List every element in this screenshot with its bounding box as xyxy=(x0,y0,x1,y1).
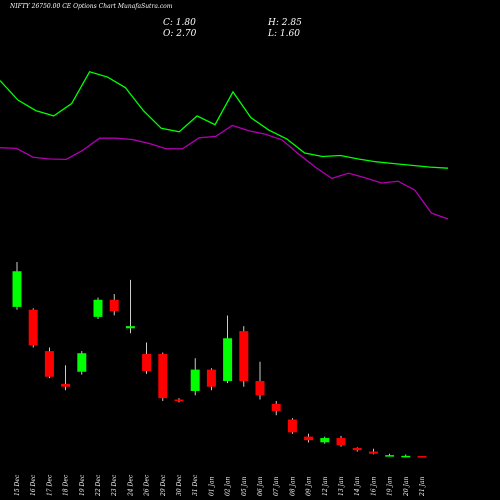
candle xyxy=(44,347,54,379)
candle-body-down xyxy=(28,309,38,346)
candle-body-down xyxy=(336,438,346,446)
candle xyxy=(271,400,281,416)
candle-layer xyxy=(12,262,427,458)
candle xyxy=(239,326,249,387)
x-tick-label: 19 Jan xyxy=(387,476,394,496)
x-tick-label: 05 Jan xyxy=(241,476,248,496)
ma-slow-line xyxy=(0,124,449,220)
candle xyxy=(336,435,346,447)
x-tick-label: 30 Dec xyxy=(176,474,183,496)
candle-body-down xyxy=(255,381,265,396)
candle-body-down xyxy=(44,351,54,377)
candle-body-down xyxy=(206,369,216,387)
open-readout: O: 2.70 xyxy=(163,29,197,39)
candle-body-down xyxy=(142,353,152,372)
candle-body-up xyxy=(190,369,200,392)
ma-fast-line xyxy=(0,70,449,169)
moving-average-layer xyxy=(0,70,449,220)
candle xyxy=(28,308,38,348)
candle-body-down xyxy=(174,399,184,402)
candle-body-down xyxy=(287,419,297,433)
x-tick-label: 07 Jan xyxy=(273,476,280,496)
candle-body-up xyxy=(223,338,233,382)
candle xyxy=(287,418,297,434)
candle-body-down xyxy=(417,456,427,458)
candle-body-up xyxy=(125,326,135,329)
x-tick-label: 22 Dec xyxy=(95,474,102,497)
candle xyxy=(77,351,87,375)
candle xyxy=(109,294,119,316)
candle-body-up xyxy=(401,455,411,458)
low-readout: L: 1.60 xyxy=(267,29,300,39)
candle-body-down xyxy=(352,448,362,451)
ohlc-readout: C: 1.80 H: 2.85 O: 2.70 L: 1.60 xyxy=(163,18,302,39)
x-tick-label: 02 Jan xyxy=(225,476,232,496)
candle xyxy=(174,398,184,403)
candle-body-up xyxy=(320,438,330,443)
candle xyxy=(93,297,103,320)
x-tick-label: 12 Jan xyxy=(322,476,329,496)
candle-body-up xyxy=(12,271,22,307)
high-readout: H: 2.85 xyxy=(267,18,302,28)
x-tick-label: 26 Dec xyxy=(144,474,151,497)
candle-body-down xyxy=(239,331,249,382)
candle xyxy=(223,315,233,384)
x-tick-label: 19 Dec xyxy=(79,474,86,496)
candle xyxy=(206,368,216,391)
candle-body-up xyxy=(77,353,87,372)
x-axis-ticks: 15 Dec 16 Dec 17 Dec 18 Dec 19 Dec 22 Dec 23 D… xyxy=(14,474,426,497)
candle xyxy=(385,453,395,457)
candle xyxy=(352,447,362,452)
candle xyxy=(417,455,427,458)
chart-title: NIFTY 26750.00 CE Options Chart MunafaSu… xyxy=(9,3,173,10)
candle xyxy=(61,365,71,391)
x-tick-label: 23 Dec xyxy=(111,474,118,497)
x-tick-label: 29 Dec xyxy=(160,474,167,497)
candle xyxy=(368,448,378,455)
x-tick-label: 21 Jan xyxy=(419,476,426,497)
candle xyxy=(320,436,330,444)
x-tick-label: 17 Dec xyxy=(46,474,53,496)
x-tick-label: 31 Dec xyxy=(192,474,199,496)
candle-body-down xyxy=(304,436,314,441)
candle-body-down xyxy=(368,451,378,454)
x-tick-label: 18 Dec xyxy=(63,474,70,496)
candle-body-down xyxy=(61,383,71,387)
candle xyxy=(190,358,200,396)
candle-body-up xyxy=(93,299,103,317)
candle xyxy=(401,454,411,458)
x-tick-label: 06 Jan xyxy=(257,476,264,496)
candle xyxy=(158,352,168,401)
x-tick-label: 24 Dec xyxy=(127,474,134,497)
candle-body-down xyxy=(158,353,168,399)
x-tick-label: 20 Jan xyxy=(403,476,410,497)
candle xyxy=(12,262,22,310)
x-tick-label: 13 Jan xyxy=(338,476,345,496)
x-tick-label: 08 Jan xyxy=(289,476,296,496)
x-tick-label: 16 Dec xyxy=(30,474,37,496)
x-tick-label: 09 Jan xyxy=(306,476,313,496)
candle xyxy=(142,342,152,374)
x-tick-label: 15 Dec xyxy=(14,474,21,496)
x-tick-label: 01 Jan xyxy=(208,476,215,496)
candle-body-down xyxy=(109,299,119,312)
close-readout: C: 1.80 xyxy=(163,18,196,28)
candle xyxy=(255,361,265,400)
candle-body-down xyxy=(271,403,281,411)
candle-body-up xyxy=(385,455,395,457)
candle xyxy=(125,279,135,334)
x-tick-label: 16 Jan xyxy=(370,476,377,496)
x-tick-label: 14 Jan xyxy=(354,476,361,496)
candle xyxy=(304,433,314,443)
